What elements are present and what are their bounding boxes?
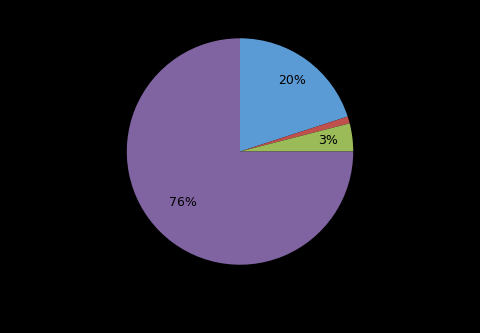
Text: 76%: 76% — [169, 196, 197, 209]
Text: 20%: 20% — [278, 74, 306, 87]
Text: 3%: 3% — [318, 134, 337, 147]
Wedge shape — [240, 38, 348, 152]
Wedge shape — [240, 117, 349, 152]
Wedge shape — [240, 123, 353, 152]
Wedge shape — [127, 38, 353, 265]
